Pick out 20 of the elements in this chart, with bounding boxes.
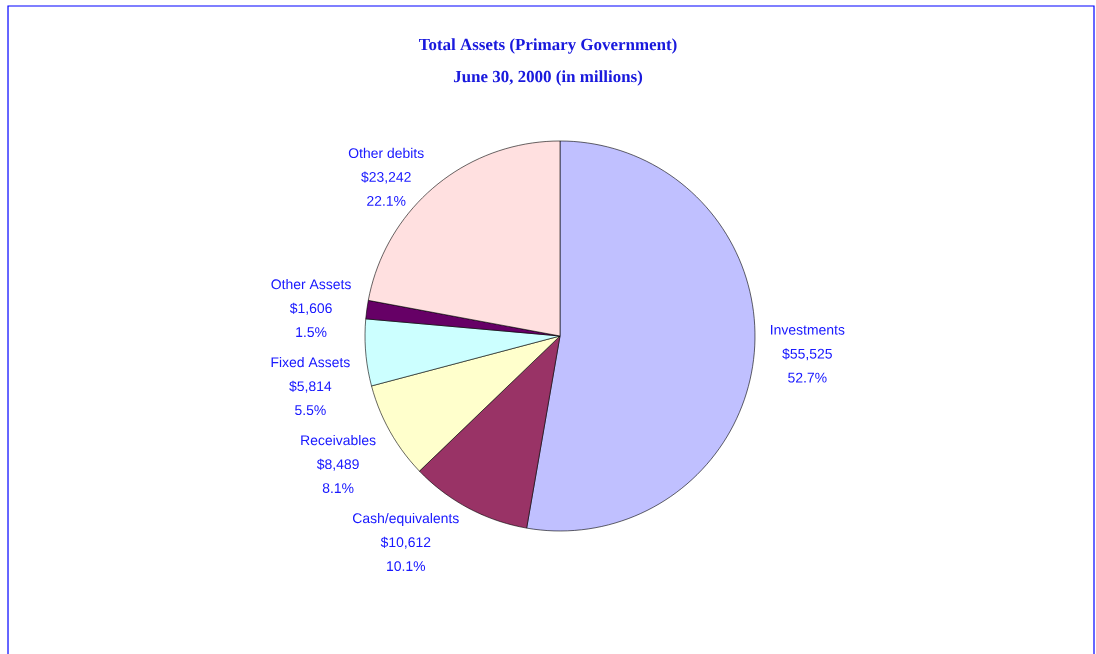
text: 5.5% (295, 405, 326, 416)
slice-label: Fixed Assets (271, 356, 350, 368)
data-label: $10,612 (380, 536, 431, 549)
text: 1.5% (296, 327, 327, 338)
text: 8.1% (322, 483, 354, 494)
slice-label: Receivables (301, 434, 376, 446)
data-label: $8,489 (316, 458, 359, 471)
slice-label: Cash/equivalents (352, 512, 459, 526)
slice-label: Other Assets (271, 278, 351, 290)
text: 22.1% (367, 195, 406, 206)
data-label: $5,814 (289, 380, 332, 393)
slice-label: Investments (771, 325, 845, 335)
data-label: $1,606 (289, 302, 332, 315)
chart-subtitle: June 30, 2000 (in millions) (453, 70, 643, 86)
text: 52.7% (788, 372, 827, 383)
data-label: $55,525 (782, 348, 832, 361)
chart-title: Total Assets (Primary Government) (419, 38, 677, 54)
slice-label: Other debits (348, 147, 424, 159)
data-label: $23,242 (361, 171, 411, 184)
text: 10.1% (387, 561, 426, 572)
